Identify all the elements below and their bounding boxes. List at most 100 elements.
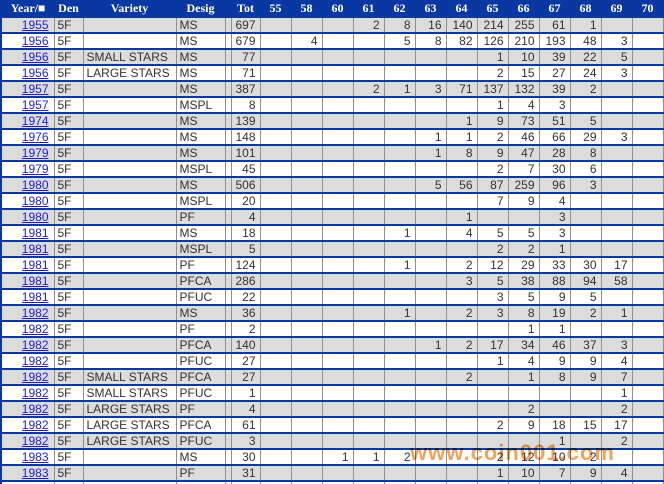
mintage-cell-66: 7 xyxy=(508,161,540,178)
mintage-cell-60 xyxy=(322,97,354,114)
year-link[interactable]: 1981 xyxy=(1,273,55,290)
year-link[interactable]: 1980 xyxy=(1,193,55,210)
mintage-cell-60 xyxy=(322,417,354,434)
mintage-cell-55 xyxy=(260,209,292,226)
variety-cell xyxy=(83,209,177,226)
mintage-cell-70 xyxy=(632,145,664,162)
column-header-61: 61 xyxy=(353,0,384,18)
year-link[interactable]: 1982 xyxy=(1,417,55,434)
tot-cell: 124 xyxy=(231,257,261,274)
mintage-cell-61 xyxy=(353,97,385,114)
partial-row xyxy=(1,481,664,484)
partial-cell xyxy=(353,481,385,484)
mintage-cell-68 xyxy=(570,225,602,242)
mintage-cell-69 xyxy=(601,225,633,242)
den-cell: 5F xyxy=(54,385,84,402)
mintage-cell-58 xyxy=(291,17,323,34)
year-link[interactable]: 1980 xyxy=(1,209,55,226)
mintage-cell-67: 4 xyxy=(539,193,571,210)
year-link[interactable]: 1980 xyxy=(1,177,55,194)
year-link[interactable]: 1983 xyxy=(1,449,55,466)
mintage-cell-68: 22 xyxy=(570,49,602,66)
den-cell: 5F xyxy=(54,337,84,354)
mintage-cell-55 xyxy=(260,113,292,130)
partial-cell xyxy=(477,481,509,484)
desig-cell: MS xyxy=(176,65,226,82)
table-row: 1956 5F MS 679 4 5 8 82 126 210 193 48 3 xyxy=(1,33,664,50)
variety-cell xyxy=(83,129,177,146)
year-link[interactable]: 1955 xyxy=(1,17,55,34)
mintage-cell-65: 12 xyxy=(477,257,509,274)
year-link[interactable]: 1956 xyxy=(1,65,55,82)
year-link[interactable]: 1956 xyxy=(1,49,55,66)
year-link[interactable]: 1974 xyxy=(1,113,55,130)
den-cell: 5F xyxy=(54,225,84,242)
mintage-cell-69 xyxy=(601,17,633,34)
year-link[interactable]: 1982 xyxy=(1,337,55,354)
mintage-cell-64: 56 xyxy=(446,177,478,194)
year-link[interactable]: 1957 xyxy=(1,81,55,98)
mintage-cell-64: 1 xyxy=(446,209,478,226)
mintage-cell-66: 8 xyxy=(508,305,540,322)
table-row: 1982 5F SMALL STARS PFUC 1 1 xyxy=(1,385,664,402)
mintage-cell-68 xyxy=(570,401,602,418)
variety-cell: LARGE STARS xyxy=(83,417,177,434)
den-cell: 5F xyxy=(54,97,84,114)
tot-cell: 30 xyxy=(231,449,261,466)
year-link[interactable]: 1981 xyxy=(1,225,55,242)
desig-cell: MS xyxy=(176,33,226,50)
mintage-cell-69: 58 xyxy=(601,273,633,290)
mintage-cell-69: 17 xyxy=(601,417,633,434)
den-cell: 5F xyxy=(54,145,84,162)
year-link[interactable]: 1982 xyxy=(1,353,55,370)
mintage-cell-63 xyxy=(415,401,447,418)
variety-cell: SMALL STARS xyxy=(83,385,177,402)
year-link[interactable]: 1956 xyxy=(1,33,55,50)
year-link[interactable]: 1981 xyxy=(1,289,55,306)
mintage-cell-66: 10 xyxy=(508,49,540,66)
mintage-cell-62 xyxy=(384,97,416,114)
year-link[interactable]: 1981 xyxy=(1,257,55,274)
mintage-cell-70 xyxy=(632,465,664,482)
mintage-cell-63 xyxy=(415,273,447,290)
mintage-cell-63 xyxy=(415,225,447,242)
spacer-cell xyxy=(225,289,232,306)
year-link[interactable]: 1979 xyxy=(1,161,55,178)
mintage-cell-65: 1 xyxy=(477,353,509,370)
year-link[interactable]: 1982 xyxy=(1,369,55,386)
mintage-cell-66: 132 xyxy=(508,81,540,98)
mintage-cell-68: 6 xyxy=(570,161,602,178)
year-link[interactable]: 1982 xyxy=(1,305,55,322)
desig-cell: PFUC xyxy=(176,385,226,402)
mintage-cell-67: 7 xyxy=(539,465,571,482)
mintage-cell-61 xyxy=(353,289,385,306)
year-link[interactable]: 1982 xyxy=(1,401,55,418)
year-link[interactable]: 1982 xyxy=(1,321,55,338)
mintage-cell-65: 2 xyxy=(477,449,509,466)
variety-cell xyxy=(83,145,177,162)
year-link[interactable]: 1979 xyxy=(1,145,55,162)
year-link[interactable]: 1982 xyxy=(1,385,55,402)
mintage-cell-64 xyxy=(446,65,478,82)
mintage-cell-69: 17 xyxy=(601,257,633,274)
mintage-cell-58 xyxy=(291,129,323,146)
partial-cell xyxy=(291,481,323,484)
column-header-desig: Desig xyxy=(176,0,225,18)
den-cell: 5F xyxy=(54,305,84,322)
mintage-cell-67: 8 xyxy=(539,369,571,386)
year-link[interactable]: 1983 xyxy=(1,465,55,482)
den-cell: 5F xyxy=(54,449,84,466)
year-link[interactable]: 1957 xyxy=(1,97,55,114)
year-link[interactable]: 1981 xyxy=(1,241,55,258)
table-row: 1982 5F MS 36 1 2 3 8 19 2 1 xyxy=(1,305,664,322)
desig-cell: PF xyxy=(176,257,226,274)
mintage-cell-68: 3 xyxy=(570,177,602,194)
mintage-cell-65: 7 xyxy=(477,193,509,210)
column-header-68: 68 xyxy=(570,0,601,18)
mintage-cell-65: 214 xyxy=(477,17,509,34)
year-link[interactable]: 1982 xyxy=(1,433,55,450)
variety-cell xyxy=(83,273,177,290)
variety-cell: LARGE STARS xyxy=(83,65,177,82)
year-link[interactable]: 1976 xyxy=(1,129,55,146)
